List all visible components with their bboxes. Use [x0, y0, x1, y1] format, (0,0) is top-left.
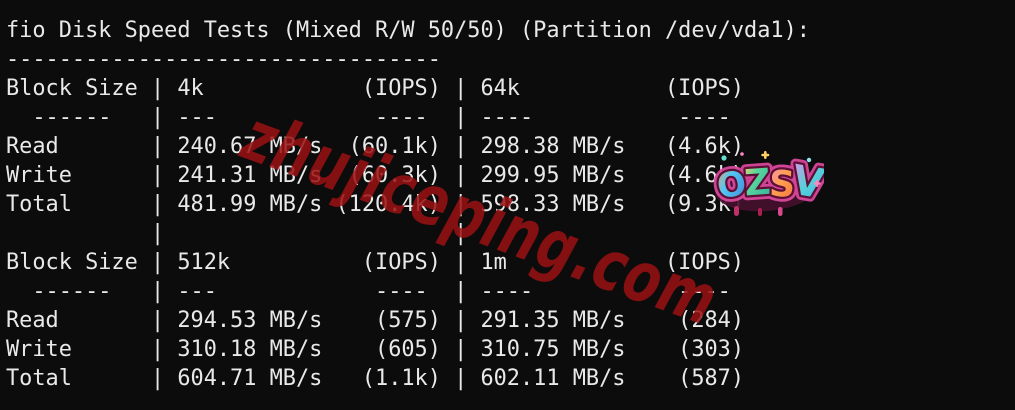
sparkle-icon — [721, 155, 727, 161]
table1-total-row: Total | 481.99 MB/s (120.4k) | 598.33 MB… — [6, 192, 745, 217]
ozsv-sticker: O Z S V O Z S V — [712, 150, 824, 218]
table2-header-row: Block Size | 512k (IOPS) | 1m (IOPS) — [6, 250, 745, 275]
sticker-letter: S — [768, 164, 795, 206]
table2-read-row: Read | 294.53 MB/s (575) | 291.35 MB/s (… — [6, 308, 745, 333]
sticker-letter: V — [788, 156, 824, 209]
sparkle-icon — [806, 157, 812, 163]
table1-header-row: Block Size | 4k (IOPS) | 64k (IOPS) — [6, 76, 745, 101]
table2-total-row: Total | 604.71 MB/s (1.1k) | 602.11 MB/s… — [6, 366, 745, 391]
terminal-output: fio Disk Speed Tests (Mixed R/W 50/50) (… — [6, 16, 810, 393]
sparkle-icon — [740, 152, 744, 156]
sparkle-icon — [813, 182, 821, 185]
table1-write-row: Write | 241.31 MB/s (60.3k) | 299.95 MB/… — [6, 163, 745, 188]
table-spacer-row: | | — [6, 221, 745, 246]
sticker-drip — [778, 207, 783, 216]
terminal-title: fio Disk Speed Tests (Mixed R/W 50/50) (… — [6, 18, 810, 43]
sticker-blob — [715, 164, 819, 212]
sticker-drip — [758, 208, 762, 216]
sparkle-icon — [761, 153, 770, 157]
sticker-drip — [734, 206, 739, 216]
separator-line: --------------------------------- — [6, 47, 441, 72]
table2-write-row: Write | 310.18 MB/s (605) | 310.75 MB/s … — [6, 337, 745, 362]
table1-divider-row: ------ | --- ---- | ---- ---- — [6, 105, 745, 130]
sticker-letter: Z — [743, 162, 772, 205]
ozsv-sticker-graphic: O Z S V O Z S V — [712, 151, 824, 216]
table1-read-row: Read | 240.67 MB/s (60.1k) | 298.38 MB/s… — [6, 134, 745, 159]
table2-divider-row: ------ | --- ---- | ---- ---- — [6, 279, 745, 304]
